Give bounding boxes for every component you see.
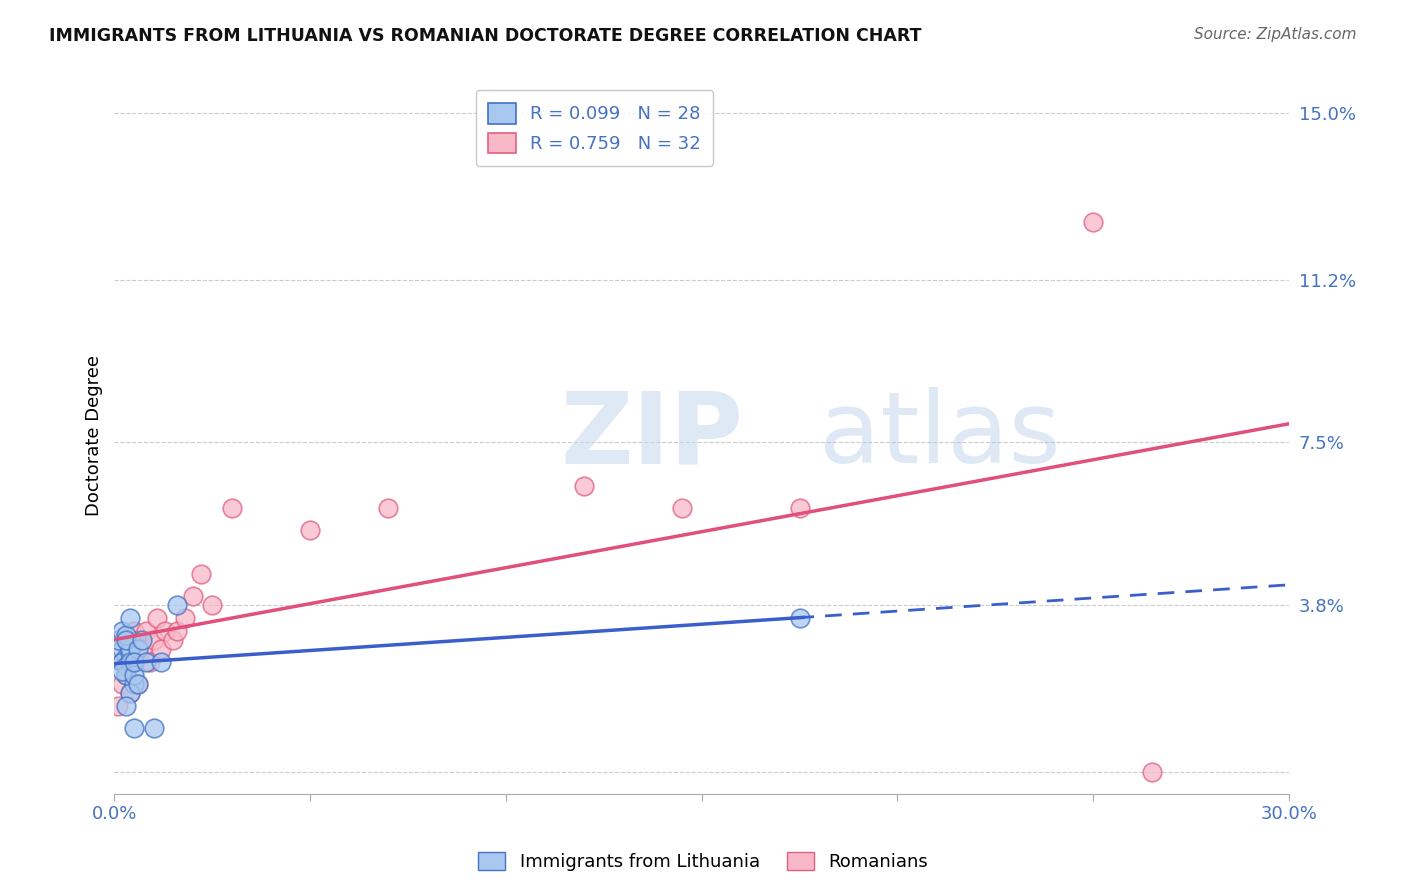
Point bbox=[120, 685, 142, 699]
Point bbox=[190, 566, 212, 581]
Point bbox=[127, 632, 149, 647]
Point bbox=[115, 668, 138, 682]
Point bbox=[120, 611, 142, 625]
Point bbox=[671, 501, 693, 516]
Point bbox=[122, 721, 145, 735]
Point bbox=[166, 598, 188, 612]
Point bbox=[377, 501, 399, 516]
Point bbox=[127, 677, 149, 691]
Point bbox=[1140, 764, 1163, 779]
Point bbox=[201, 598, 224, 612]
Point bbox=[789, 501, 811, 516]
Point bbox=[115, 668, 138, 682]
Point bbox=[115, 632, 138, 647]
Point bbox=[120, 655, 142, 669]
Point bbox=[135, 655, 157, 669]
Point bbox=[115, 698, 138, 713]
Point bbox=[120, 685, 142, 699]
Point bbox=[789, 611, 811, 625]
Point bbox=[120, 641, 142, 656]
Point bbox=[111, 624, 134, 639]
Point bbox=[111, 664, 134, 678]
Point bbox=[107, 632, 129, 647]
Point bbox=[122, 624, 145, 639]
Point bbox=[115, 650, 138, 665]
Point bbox=[135, 624, 157, 639]
Legend: Immigrants from Lithuania, Romanians: Immigrants from Lithuania, Romanians bbox=[471, 845, 935, 879]
Point bbox=[120, 646, 142, 660]
Point bbox=[115, 659, 138, 673]
Point bbox=[107, 698, 129, 713]
Text: atlas: atlas bbox=[820, 387, 1060, 484]
Point bbox=[299, 523, 322, 537]
Point bbox=[142, 721, 165, 735]
Point bbox=[162, 632, 184, 647]
Text: ZIP: ZIP bbox=[561, 387, 744, 484]
Point bbox=[150, 641, 173, 656]
Point bbox=[574, 479, 596, 493]
Point bbox=[111, 641, 134, 656]
Y-axis label: Doctorate Degree: Doctorate Degree bbox=[86, 355, 103, 516]
Point bbox=[111, 677, 134, 691]
Point bbox=[127, 677, 149, 691]
Legend: R = 0.099   N = 28, R = 0.759   N = 32: R = 0.099 N = 28, R = 0.759 N = 32 bbox=[475, 90, 713, 166]
Point bbox=[122, 677, 145, 691]
Point bbox=[115, 628, 138, 642]
Point bbox=[122, 655, 145, 669]
Point bbox=[1083, 215, 1105, 229]
Point bbox=[111, 655, 134, 669]
Point bbox=[122, 668, 145, 682]
Point bbox=[115, 632, 138, 647]
Point bbox=[138, 655, 160, 669]
Point bbox=[127, 641, 149, 656]
Point bbox=[166, 624, 188, 639]
Point bbox=[122, 655, 145, 669]
Point bbox=[150, 655, 173, 669]
Point bbox=[181, 589, 204, 603]
Point bbox=[146, 611, 169, 625]
Point bbox=[173, 611, 195, 625]
Point bbox=[111, 655, 134, 669]
Point bbox=[221, 501, 243, 516]
Text: Source: ZipAtlas.com: Source: ZipAtlas.com bbox=[1194, 27, 1357, 42]
Point bbox=[142, 632, 165, 647]
Point bbox=[120, 641, 142, 656]
Point bbox=[155, 624, 177, 639]
Point bbox=[131, 641, 153, 656]
Point bbox=[131, 632, 153, 647]
Text: IMMIGRANTS FROM LITHUANIA VS ROMANIAN DOCTORATE DEGREE CORRELATION CHART: IMMIGRANTS FROM LITHUANIA VS ROMANIAN DO… bbox=[49, 27, 922, 45]
